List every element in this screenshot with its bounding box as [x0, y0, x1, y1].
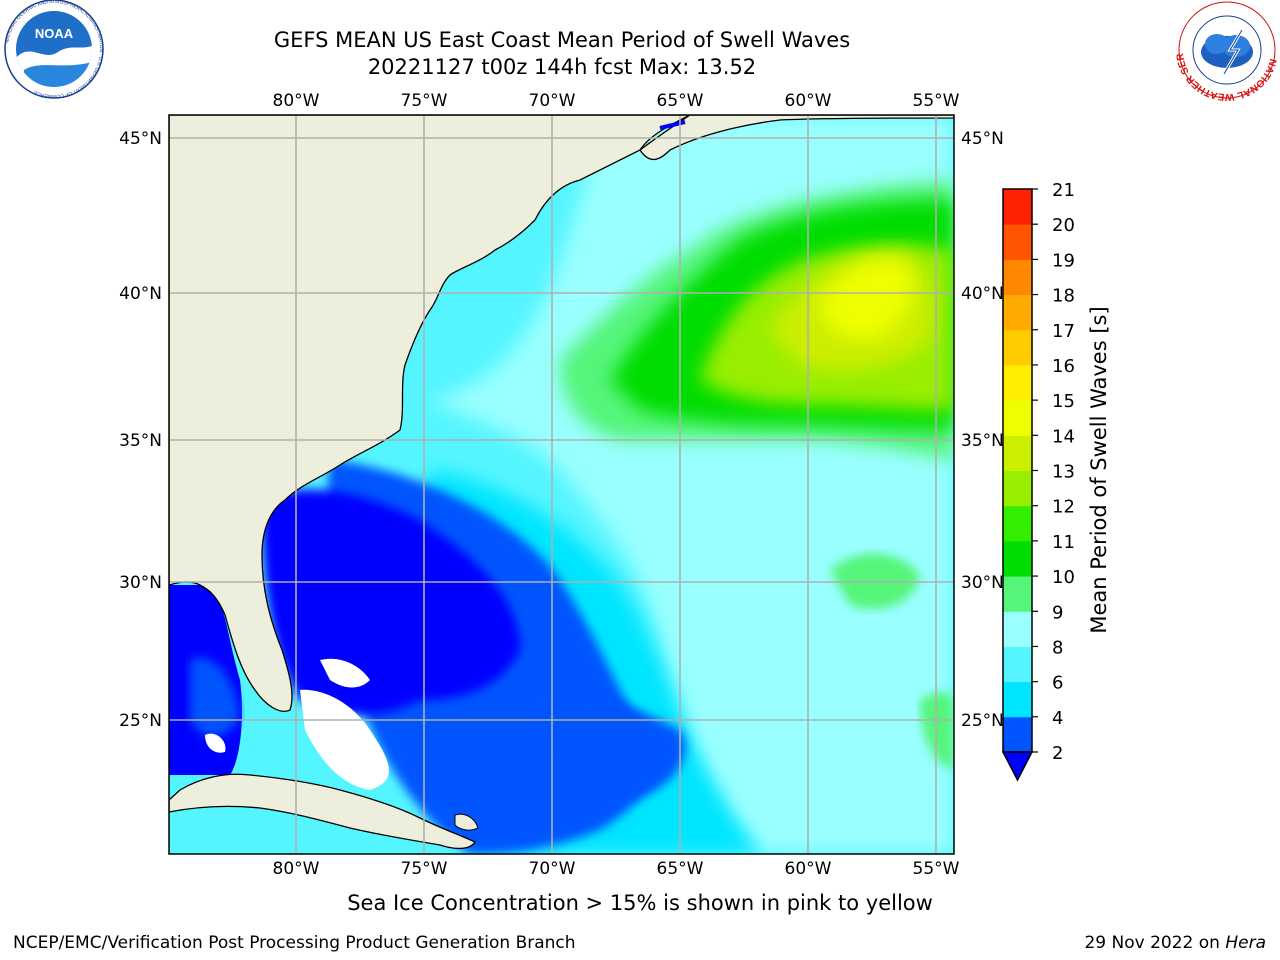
machine-name: Hera — [1225, 933, 1266, 953]
lat-label: 45°N — [961, 129, 1004, 149]
colorbar-block — [1003, 435, 1032, 471]
field-max — [820, 260, 913, 340]
map-plot-area — [169, 115, 954, 854]
map-frame — [168, 114, 955, 855]
colorbar-tick-label: 12 — [1052, 497, 1075, 518]
colorbar-tick-label: 6 — [1052, 673, 1063, 694]
colorbar-tick-label: 18 — [1052, 286, 1075, 307]
lat-label: 35°N — [961, 431, 1004, 451]
lat-labels-left: 45°N 40°N 35°N 30°N 25°N — [119, 129, 162, 731]
colorbar-block — [1003, 470, 1032, 507]
noaa-logo-icon: NOAA NATIONAL OCEANIC AND ATMOSPHERIC AD… — [4, 0, 104, 99]
colorbar-tick-label: 15 — [1052, 391, 1075, 412]
field-below-2s — [262, 489, 520, 715]
lat-label: 40°N — [119, 284, 162, 304]
colorbar-block — [1003, 224, 1032, 260]
credit-text: NCEP/EMC/Verification Post Processing Pr… — [13, 933, 576, 953]
lat-label: 25°N — [961, 711, 1004, 731]
colorbar-block — [1003, 611, 1032, 647]
colorbar-label: Mean Period of Swell Waves [s] — [1087, 306, 1111, 633]
lat-label: 35°N — [119, 431, 162, 451]
colorbar-block — [1003, 294, 1032, 331]
graticule — [169, 115, 954, 854]
date-text: 29 Nov 2022 on — [1084, 933, 1226, 953]
colorbar-block — [1003, 259, 1032, 296]
lon-label: 75°W — [401, 91, 448, 111]
lon-label: 70°W — [529, 91, 576, 111]
colorbar-tick-label: 2 — [1052, 743, 1063, 764]
colorbar-block — [1003, 646, 1032, 683]
lat-label: 45°N — [119, 129, 162, 149]
land-nova-scotia — [639, 115, 954, 161]
lon-label: 80°W — [273, 91, 320, 111]
colorbar-blocks — [1001, 188, 1034, 782]
colorbar-extend-arrow — [1001, 751, 1034, 782]
colorbar-tick-label: 21 — [1052, 180, 1075, 201]
chart-title: GEFS MEAN US East Coast Mean Period of S… — [273, 28, 851, 52]
colorbar-tick-label: 9 — [1052, 602, 1063, 623]
colorbar-block — [1003, 400, 1032, 436]
colorbar-tick-label: 13 — [1052, 462, 1075, 483]
lon-label: 75°W — [401, 859, 448, 879]
colorbar-tick-label: 16 — [1052, 356, 1075, 377]
nws-logo-icon: NATIONAL WEATHER SERVICE — [1172, 0, 1278, 102]
colorbar-block — [1003, 329, 1032, 366]
colorbar-block — [1003, 505, 1032, 542]
lat-labels-right: 45°N 40°N 35°N 30°N 25°N — [961, 129, 1004, 731]
lon-label: 55°W — [913, 859, 960, 879]
noaa-logo-text: NOAA — [35, 26, 74, 41]
colorbar-tick-label: 20 — [1052, 215, 1075, 236]
chart-subtitle: 20221127 t00z 144h fcst Max: 13.52 — [367, 55, 757, 79]
lat-label: 30°N — [961, 573, 1004, 593]
lat-label: 25°N — [119, 711, 162, 731]
lon-label: 80°W — [273, 859, 320, 879]
colorbar-ticks: 2 4 6 8 9 10 11 12 13 14 15 16 17 18 19 20 21 — [1032, 180, 1075, 764]
colorbar-block — [1003, 364, 1032, 401]
colorbar-tick-label: 4 — [1052, 708, 1063, 729]
colorbar-tick-label: 17 — [1052, 321, 1075, 342]
lat-label: 30°N — [119, 573, 162, 593]
lat-label: 40°N — [961, 284, 1004, 304]
land-us-east-coast — [169, 115, 691, 712]
land-hispaniola — [454, 813, 479, 831]
lon-label: 60°W — [785, 859, 832, 879]
colorbar-block — [1003, 576, 1032, 612]
date-stamp: 29 Nov 2022 on Hera — [1084, 933, 1266, 953]
sea-ice-note: Sea Ice Concentration > 15% is shown in … — [347, 891, 933, 915]
lon-label: 55°W — [913, 91, 960, 111]
colorbar-block — [1003, 189, 1032, 225]
colorbar-tick-label: 11 — [1052, 532, 1075, 553]
colorbar-tick-label: 10 — [1052, 567, 1075, 588]
lon-label: 65°W — [657, 859, 704, 879]
colorbar-tick-label: 8 — [1052, 637, 1063, 658]
lon-labels-bottom: 80°W 75°W 70°W 65°W 60°W 55°W — [273, 859, 960, 879]
lon-label: 70°W — [529, 859, 576, 879]
bahamas-shoal — [320, 658, 370, 688]
colorbar-block — [1003, 540, 1032, 577]
land-cuba — [169, 773, 476, 850]
colorbar-tick-label: 14 — [1052, 426, 1075, 447]
lon-label: 60°W — [785, 91, 832, 111]
lon-label: 65°W — [657, 91, 704, 111]
lon-labels-top: 80°W 75°W 70°W 65°W 60°W 55°W — [273, 91, 960, 111]
colorbar-tick-label: 19 — [1052, 250, 1075, 271]
colorbar-block — [1003, 716, 1032, 753]
colorbar-block — [1003, 681, 1032, 718]
